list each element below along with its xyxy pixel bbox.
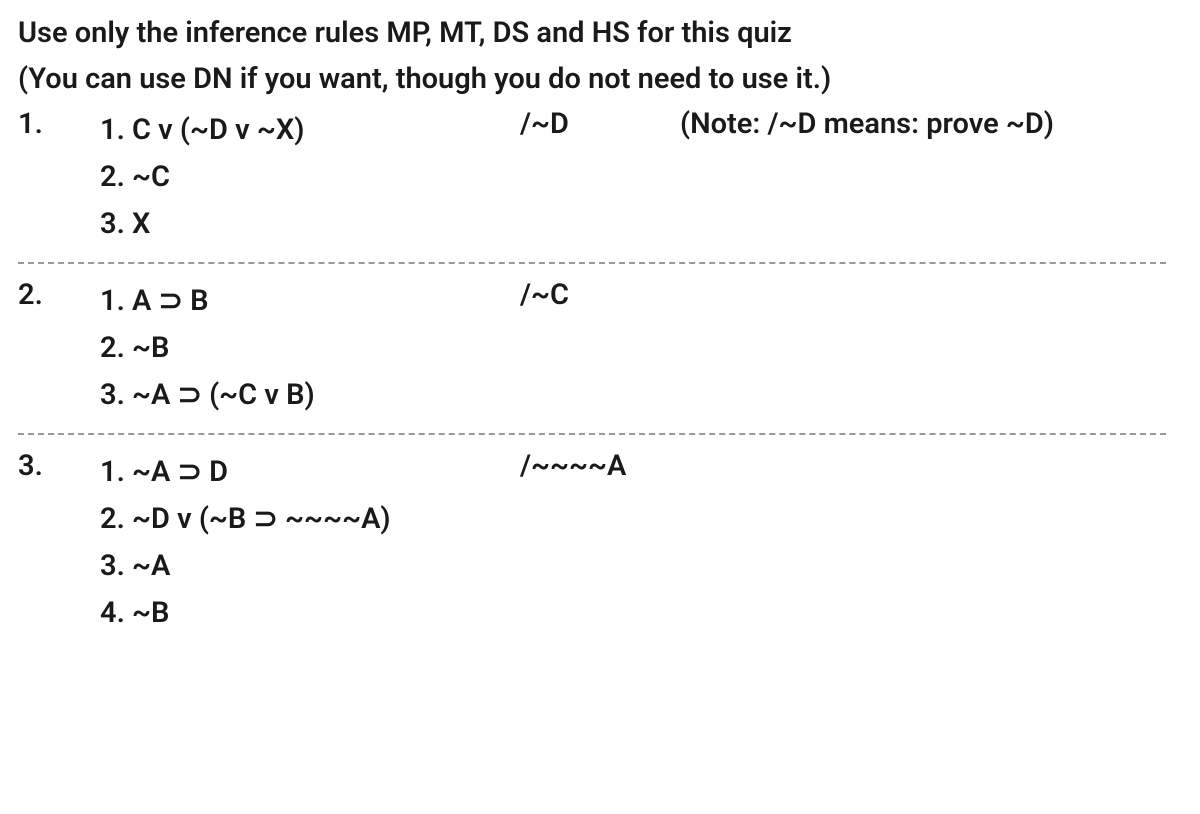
problem-number: 3. xyxy=(18,449,100,483)
goal-column: /~D xyxy=(520,107,680,141)
instruction-line-1: Use only the inference rules MP, MT, DS … xyxy=(18,12,1182,56)
goal-column: /~C xyxy=(520,278,680,312)
premise-line: 2. ~B xyxy=(100,325,520,372)
premises-column: 1. ~A ⊃ D 2. ~D v (~B ⊃ ~~~~A) 3. ~A 4. … xyxy=(100,449,520,637)
goal-column: /~~~~A xyxy=(520,449,680,483)
premise-line: 2. ~D v (~B ⊃ ~~~~A) xyxy=(100,496,520,543)
premises-column: 1. C v (~D v ~X) 2. ~C 3. X xyxy=(100,107,520,248)
instruction-line-2: (You can use DN if you want, though you … xyxy=(18,58,1182,102)
problem-number: 1. xyxy=(18,107,100,141)
problem-row: 2. 1. A ⊃ B 2. ~B 3. ~A ⊃ (~C v B) /~C xyxy=(18,278,1182,419)
premise-line: 2. ~C xyxy=(100,154,520,201)
problem-number: 2. xyxy=(18,278,100,312)
premise-line: 1. A ⊃ B xyxy=(100,278,520,325)
premise-line: 4. ~B xyxy=(100,590,520,637)
problem-3: 3. 1. ~A ⊃ D 2. ~D v (~B ⊃ ~~~~A) 3. ~A … xyxy=(18,449,1182,637)
premise-line: 3. X xyxy=(100,201,520,248)
problem-row: 3. 1. ~A ⊃ D 2. ~D v (~B ⊃ ~~~~A) 3. ~A … xyxy=(18,449,1182,637)
divider xyxy=(18,262,1166,264)
premises-column: 1. A ⊃ B 2. ~B 3. ~A ⊃ (~C v B) xyxy=(100,278,520,419)
premise-line: 1. ~A ⊃ D xyxy=(100,449,520,496)
premise-line: 3. ~A ⊃ (~C v B) xyxy=(100,372,520,419)
note-column: (Note: /~D means: prove ~D) xyxy=(680,107,1054,141)
instructions: Use only the inference rules MP, MT, DS … xyxy=(18,12,1182,101)
premise-line: 3. ~A xyxy=(100,543,520,590)
problem-row: 1. 1. C v (~D v ~X) 2. ~C 3. X /~D (Note… xyxy=(18,107,1182,248)
divider xyxy=(18,433,1166,435)
problem-1: 1. 1. C v (~D v ~X) 2. ~C 3. X /~D (Note… xyxy=(18,107,1182,248)
premise-line: 1. C v (~D v ~X) xyxy=(100,107,520,154)
problem-2: 2. 1. A ⊃ B 2. ~B 3. ~A ⊃ (~C v B) /~C xyxy=(18,278,1182,419)
